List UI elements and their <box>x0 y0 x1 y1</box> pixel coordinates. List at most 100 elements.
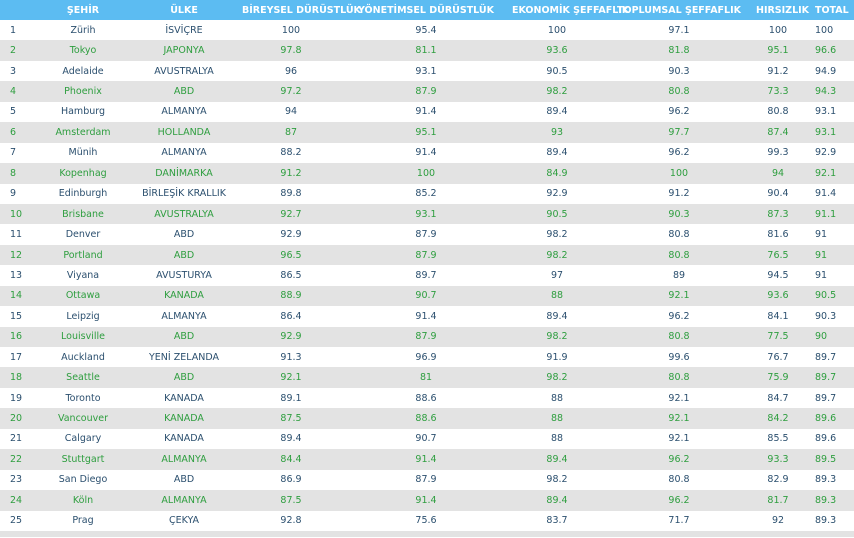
cell-total: 89.7 <box>815 372 837 384</box>
cell-economic-transparency: 98.2 <box>546 249 568 261</box>
cell-country: ABD <box>173 249 195 261</box>
cell-governmental-honesty: 81.1 <box>415 45 437 57</box>
cell-governmental-honesty: 91.4 <box>415 147 437 159</box>
cell-economic-transparency: 90.5 <box>546 65 568 77</box>
cell-economic-transparency: 98.2 <box>546 229 568 241</box>
cell-rank: 17 <box>10 351 23 363</box>
table-row[interactable]: 19 Toronto KANADA 89.1 88.6 88 92.1 84.7 89.7 <box>0 387 854 409</box>
cell-theft: 93.6 <box>767 290 789 302</box>
table-row[interactable]: 7 Münih ALMANYA 88.2 91.4 89.4 96.2 99.3 92.9 <box>0 142 854 164</box>
cell-social-transparency: 80.8 <box>668 229 690 241</box>
cell-economic-transparency: 92.9 <box>546 188 568 200</box>
cell-country: ÇEKYA <box>168 515 200 527</box>
header-city[interactable]: ŞEHİR <box>66 4 100 16</box>
table-row[interactable]: 8 Kopenhag DANİMARKA 91.2 100 84.9 100 94 92.1 <box>0 163 854 184</box>
cell-total: 100 <box>815 24 834 36</box>
cell-individual-honesty: 88.2 <box>280 147 302 159</box>
cell-economic-transparency: 93.6 <box>546 45 568 57</box>
table-row[interactable]: 5 Hamburg ALMANYA 94 91.4 89.4 96.2 80.8 93.1 <box>0 101 854 123</box>
cell-social-transparency: 100 <box>669 167 689 179</box>
cell-theft: 99.3 <box>767 147 789 159</box>
table-row[interactable]: 10 Brisbane AVUSTRALYA 92.7 93.1 90.5 90.3 87.3… <box>0 203 854 225</box>
cell-country: DANİMARKA <box>155 167 213 179</box>
cell-individual-honesty: 89.1 <box>280 392 302 404</box>
cell-theft: 81.7 <box>767 494 789 506</box>
cell-social-transparency: 92.1 <box>668 433 690 445</box>
table-row[interactable]: 13 Viyana AVUSTURYA 86.5 89.7 97 89 94.5 91 <box>0 265 854 286</box>
cell-individual-honesty: 89.4 <box>280 433 302 445</box>
header-governmental-honesty[interactable]: YÖNETİMSEL DÜRÜSTLÜK <box>358 4 494 16</box>
table-bottom-strip <box>0 530 854 537</box>
cell-theft: 76.7 <box>767 351 789 363</box>
table-row[interactable]: 2 Tokyo JAPONYA 97.8 81.1 93.6 81.8 95.1 96.6 <box>0 40 854 61</box>
table-header: ŞEHİR ÜLKE BİREYSEL DÜRÜSTLÜK YÖNETİMSEL… <box>0 0 854 20</box>
cell-rank: 6 <box>10 126 17 138</box>
cell-governmental-honesty: 100 <box>416 167 436 179</box>
table-row[interactable]: 15 Leipzig ALMANYA 86.4 91.4 89.4 96.2 84.1 90.3 <box>0 306 854 327</box>
cell-governmental-honesty: 87.9 <box>415 474 437 486</box>
cell-country: YENİ ZELANDA <box>148 351 219 363</box>
cell-country: ALMANYA <box>161 453 207 465</box>
cell-economic-transparency: 84.9 <box>546 167 568 179</box>
header-theft[interactable]: HIRSIZLIK <box>756 4 810 16</box>
cell-country: İSVİÇRE <box>165 24 203 36</box>
table-row[interactable]: 20 Vancouver KANADA 87.5 88.6 88 92.1 84.2 89.6 <box>0 408 854 429</box>
cell-city: Amsterdam <box>55 126 111 138</box>
cell-total: 96.6 <box>815 45 837 57</box>
cell-social-transparency: 80.8 <box>668 86 690 98</box>
cell-governmental-honesty: 85.2 <box>415 188 437 200</box>
cell-economic-transparency: 88 <box>550 290 564 302</box>
table-row[interactable]: 24 Köln ALMANYA 87.5 91.4 89.4 96.2 81.7 89.3 <box>0 490 854 511</box>
cell-social-transparency: 71.7 <box>668 515 690 527</box>
table-row[interactable]: 4 Phoenix ABD 97.2 87.9 98.2 80.8 73.3 94.3 <box>0 81 854 102</box>
cell-country: KANADA <box>164 392 204 404</box>
table-row[interactable]: 22 Stuttgart ALMANYA 84.4 91.4 89.4 96.2 93.3 89… <box>0 449 854 470</box>
table-row[interactable]: 12 Portland ABD 96.5 87.9 98.2 80.8 76.5 91 <box>0 244 854 266</box>
table-row[interactable]: 11 Denver ABD 92.9 87.9 98.2 80.8 81.6 91 <box>0 224 854 245</box>
cell-country: BİRLEŞİK KRALLIK <box>142 188 226 200</box>
cell-economic-transparency: 93 <box>550 126 564 138</box>
table-row[interactable]: 17 Auckland YENİ ZELANDA 91.3 96.9 91.9 99.6 76… <box>0 347 854 368</box>
cell-country: AVUSTRALYA <box>154 208 214 220</box>
cell-governmental-honesty: 95.1 <box>415 126 437 138</box>
cell-governmental-honesty: 88.6 <box>415 392 437 404</box>
header-total[interactable]: TOTAL <box>815 4 849 16</box>
cell-individual-honesty: 86.5 <box>280 269 302 281</box>
cell-total: 91 <box>815 229 828 241</box>
table-row[interactable]: 3 Adelaide AVUSTRALYA 96 93.1 90.5 90.3 91.2 94.… <box>0 60 854 82</box>
cell-individual-honesty: 92.8 <box>280 515 302 527</box>
cell-social-transparency: 97.1 <box>668 24 690 36</box>
cell-individual-honesty: 89.8 <box>280 188 302 200</box>
table-row[interactable]: 25 Prag ÇEKYA 92.8 75.6 83.7 71.7 92 89.3 <box>0 510 854 531</box>
cell-individual-honesty: 92.7 <box>280 208 302 220</box>
cell-theft: 100 <box>768 24 788 36</box>
cell-total: 92.1 <box>815 167 837 179</box>
cell-economic-transparency: 83.7 <box>546 515 568 527</box>
table-row[interactable]: 23 San Diego ABD 86.9 87.9 98.2 80.8 82.9 89.3 <box>0 469 854 491</box>
cell-total: 94.9 <box>815 65 837 77</box>
table-row[interactable]: 21 Calgary KANADA 89.4 90.7 88 92.1 85.5 89.6 <box>0 428 854 450</box>
cell-economic-transparency: 98.2 <box>546 474 568 486</box>
table-row[interactable]: 9 Edinburgh BİRLEŞİK KRALLIK 89.8 85.2 92.9 91… <box>0 183 854 204</box>
cell-city: Phoenix <box>64 86 102 98</box>
cell-total: 89.3 <box>815 494 837 506</box>
header-social-transparency[interactable]: TOPLUMSAL ŞEFFAFLIK <box>617 4 741 16</box>
cell-city: Zürih <box>70 24 96 36</box>
cell-social-transparency: 96.2 <box>668 106 690 118</box>
cell-economic-transparency: 89.4 <box>546 494 568 506</box>
table-row[interactable]: 18 Seattle ABD 92.1 81 98.2 80.8 75.9 89.7 <box>0 367 854 388</box>
cell-rank: 2 <box>10 45 17 57</box>
cell-governmental-honesty: 81 <box>419 372 433 384</box>
cell-total: 92.9 <box>815 147 837 159</box>
cell-total: 91 <box>815 249 828 261</box>
header-individual-honesty[interactable]: BİREYSEL DÜRÜSTLÜK <box>242 4 361 16</box>
table-row[interactable]: 6 Amsterdam HOLLANDA 87 95.1 93 97.7 87.4 93.1 <box>0 122 854 143</box>
cell-city: Auckland <box>61 351 105 363</box>
table-row[interactable]: 14 Ottawa KANADA 88.9 90.7 88 92.1 93.6 90.5 <box>0 285 854 307</box>
header-country[interactable]: ÜLKE <box>170 4 198 16</box>
table-row[interactable]: 16 Louisville ABD 92.9 87.9 98.2 80.8 77.5 90 <box>0 326 854 347</box>
cell-individual-honesty: 87.5 <box>280 494 302 506</box>
cell-total: 91.1 <box>815 208 837 220</box>
header-economic-transparency[interactable]: EKONOMİK ŞEFFAFLIK <box>512 4 630 16</box>
table-row[interactable]: 1 Zürih İSVİÇRE 100 95.4 100 97.1 100 100 <box>0 20 854 41</box>
